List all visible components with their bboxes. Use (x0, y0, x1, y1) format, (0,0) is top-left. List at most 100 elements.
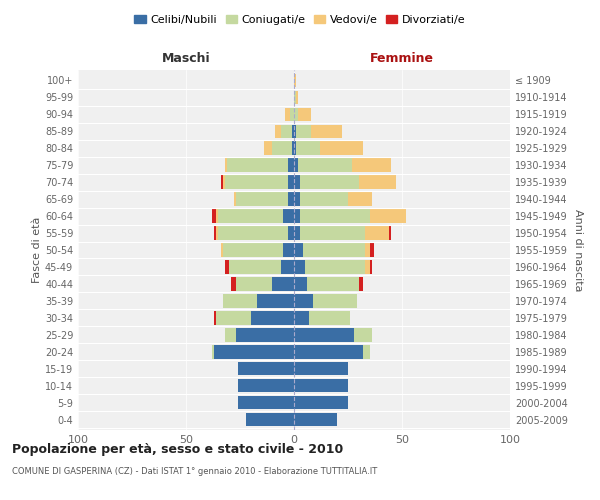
Bar (283, 244, 294, 256)
Bar (301, 226, 365, 239)
Bar (212, 210, 216, 222)
Y-axis label: Anni di nascita: Anni di nascita (573, 209, 583, 291)
Y-axis label: Fasce di età: Fasce di età (32, 217, 42, 283)
Bar (294, 142, 296, 154)
Bar (238, 362, 294, 376)
Bar (214, 312, 216, 324)
Bar (294, 210, 301, 222)
Text: Maschi: Maschi (161, 52, 211, 65)
Bar (221, 244, 223, 256)
Bar (294, 176, 301, 188)
Bar (294, 158, 298, 172)
Bar (287, 176, 294, 188)
Bar (223, 244, 283, 256)
Bar (301, 192, 348, 205)
Bar (296, 124, 311, 138)
Bar (294, 328, 355, 342)
Bar (275, 124, 281, 138)
Bar (287, 158, 294, 172)
Bar (294, 124, 296, 138)
Bar (223, 176, 225, 188)
Bar (294, 346, 363, 358)
Bar (294, 74, 296, 87)
Bar (294, 312, 309, 324)
Bar (370, 260, 372, 274)
Bar (232, 278, 236, 290)
Bar (294, 413, 337, 426)
Bar (238, 379, 294, 392)
Bar (225, 260, 229, 274)
Bar (218, 226, 287, 239)
Bar (363, 346, 370, 358)
Bar (223, 294, 257, 308)
Bar (305, 260, 365, 274)
Bar (296, 90, 298, 104)
Bar (287, 192, 294, 205)
Bar (214, 226, 216, 239)
Bar (221, 176, 223, 188)
Bar (264, 142, 272, 154)
Bar (301, 210, 370, 222)
Bar (236, 192, 287, 205)
Bar (281, 124, 292, 138)
Bar (229, 260, 281, 274)
Bar (352, 158, 391, 172)
Bar (359, 278, 363, 290)
Bar (225, 176, 287, 188)
Text: COMUNE DI GASPERINA (CZ) - Dati ISTAT 1° gennaio 2010 - Elaborazione TUTTITALIA.: COMUNE DI GASPERINA (CZ) - Dati ISTAT 1°… (12, 468, 377, 476)
Text: Popolazione per età, sesso e stato civile - 2010: Popolazione per età, sesso e stato civil… (12, 442, 343, 456)
Bar (233, 192, 236, 205)
Bar (236, 278, 272, 290)
Bar (311, 124, 341, 138)
Bar (216, 226, 218, 239)
Text: Femmine: Femmine (370, 52, 434, 65)
Bar (218, 210, 283, 222)
Bar (294, 362, 348, 376)
Bar (216, 210, 218, 222)
Bar (294, 192, 301, 205)
Bar (320, 142, 363, 154)
Bar (298, 158, 352, 172)
Bar (281, 260, 294, 274)
Bar (309, 312, 350, 324)
Bar (355, 328, 372, 342)
Bar (247, 413, 294, 426)
Bar (238, 396, 294, 409)
Bar (294, 396, 348, 409)
Bar (290, 108, 294, 121)
Bar (365, 260, 370, 274)
Bar (257, 294, 294, 308)
Legend: Celibi/Nubili, Coniugati/e, Vedovi/e, Divorziati/e: Celibi/Nubili, Coniugati/e, Vedovi/e, Di… (130, 10, 470, 29)
Bar (370, 244, 374, 256)
Bar (287, 226, 294, 239)
Bar (216, 312, 251, 324)
Bar (292, 142, 294, 154)
Bar (294, 379, 348, 392)
Bar (292, 124, 294, 138)
Bar (283, 210, 294, 222)
Bar (272, 278, 294, 290)
Bar (296, 142, 320, 154)
Bar (302, 244, 365, 256)
Bar (294, 90, 296, 104)
Bar (212, 346, 214, 358)
Bar (389, 226, 391, 239)
Bar (294, 260, 305, 274)
Bar (313, 294, 356, 308)
Bar (370, 210, 406, 222)
Bar (286, 108, 290, 121)
Bar (365, 226, 389, 239)
Bar (225, 328, 236, 342)
Bar (298, 108, 311, 121)
Bar (225, 158, 227, 172)
Bar (294, 226, 301, 239)
Bar (294, 244, 302, 256)
Bar (272, 142, 292, 154)
Bar (301, 176, 359, 188)
Bar (236, 328, 294, 342)
Bar (348, 192, 372, 205)
Bar (214, 346, 294, 358)
Bar (365, 244, 370, 256)
Bar (359, 176, 395, 188)
Bar (294, 278, 307, 290)
